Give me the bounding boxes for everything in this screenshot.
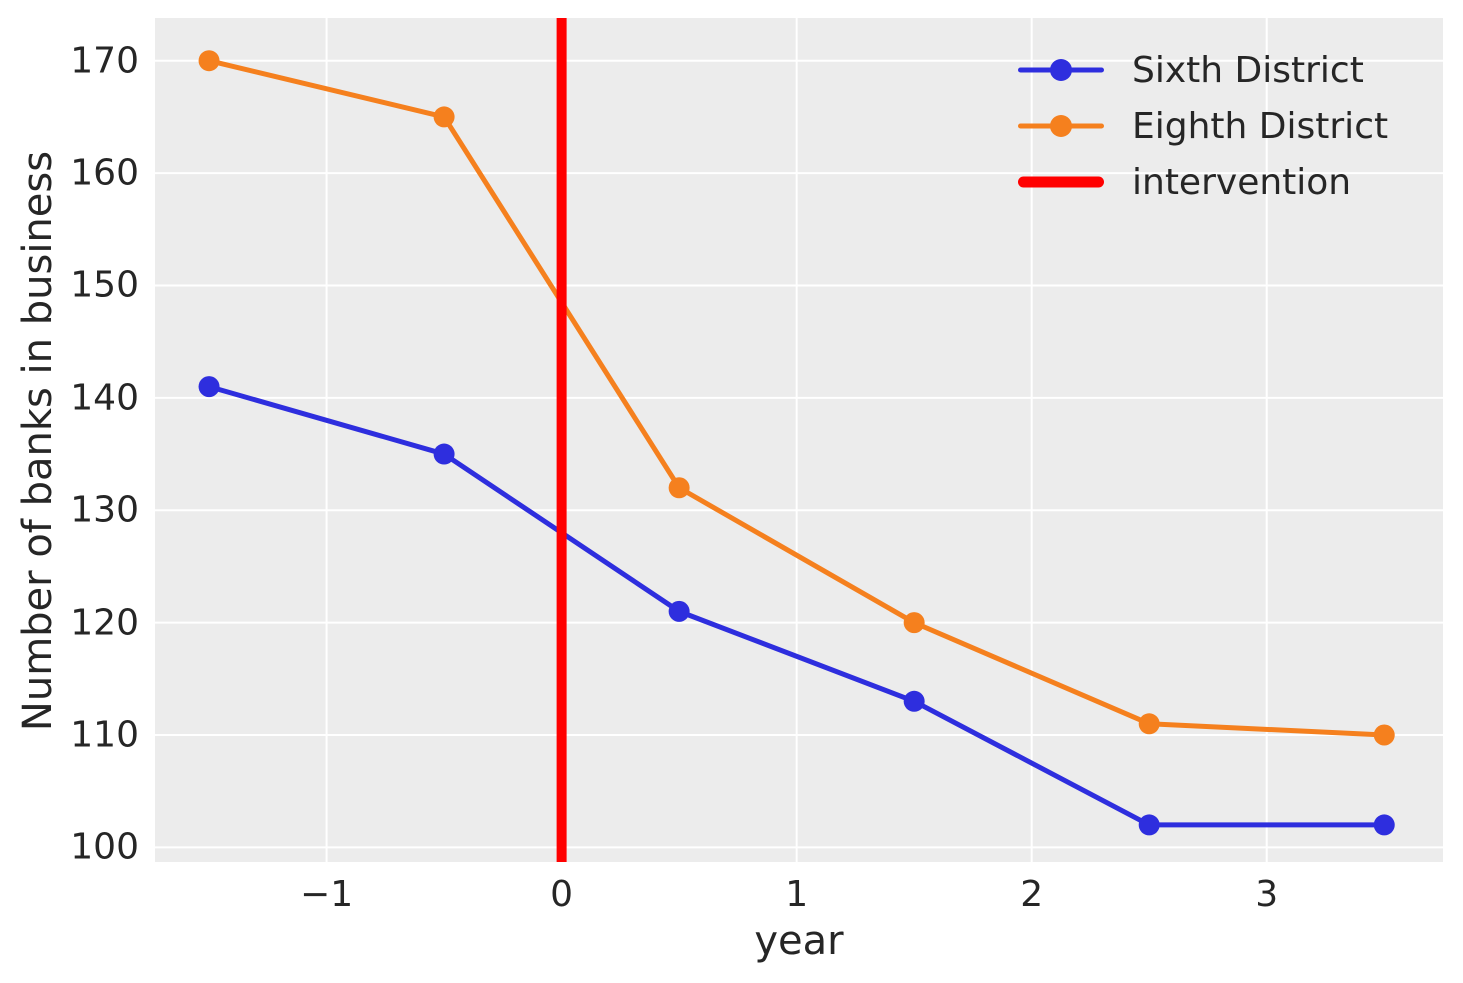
data-point	[903, 612, 925, 634]
legend-label-intervention: intervention	[1132, 161, 1352, 203]
y-axis-label: Number of banks in business	[15, 150, 61, 732]
y-tick-label: 120	[70, 602, 139, 644]
y-tick-label: 170	[70, 40, 139, 82]
intervention-line-icon	[1018, 170, 1104, 194]
legend-item-intervention: intervention	[1018, 154, 1388, 210]
series-line-1	[206, 58, 1387, 738]
x-tick-label: 2	[1020, 874, 1044, 915]
y-tick-label: 100	[70, 826, 139, 868]
data-point	[668, 600, 690, 622]
data-point	[433, 106, 455, 128]
y-tick-label: 140	[70, 377, 139, 419]
y-tick-label: 110	[70, 714, 139, 756]
x-tick-label: 0	[550, 874, 574, 915]
data-point	[198, 376, 220, 398]
legend-item-eighth-district: Eighth District	[1018, 98, 1388, 154]
eighth-district-line-marker-icon	[1018, 114, 1104, 138]
data-point	[1138, 713, 1160, 735]
x-tick-label: 1	[785, 874, 809, 915]
x-axis-label: year	[754, 918, 844, 964]
y-tick-label: 160	[70, 152, 139, 194]
plot-area	[155, 18, 1443, 862]
legend-item-sixth-district: Sixth District	[1018, 42, 1388, 98]
y-tick-label: 130	[70, 489, 139, 531]
legend: Sixth District Eighth District intervent…	[1018, 42, 1388, 210]
series-line-0	[206, 384, 1387, 828]
y-tick-label: 150	[70, 264, 139, 306]
legend-label-eighth-district: Eighth District	[1132, 105, 1389, 147]
x-tick-label: −1	[300, 874, 354, 915]
legend-label-sixth-district: Sixth District	[1132, 49, 1364, 91]
data-point	[1373, 814, 1395, 836]
data-point	[903, 690, 925, 712]
data-point	[1373, 724, 1395, 746]
data-point	[1138, 814, 1160, 836]
x-tick-label: 3	[1255, 874, 1279, 915]
data-point	[198, 50, 220, 72]
sixth-district-line-marker-icon	[1018, 58, 1104, 82]
data-point	[668, 477, 690, 499]
data-point	[433, 443, 455, 465]
